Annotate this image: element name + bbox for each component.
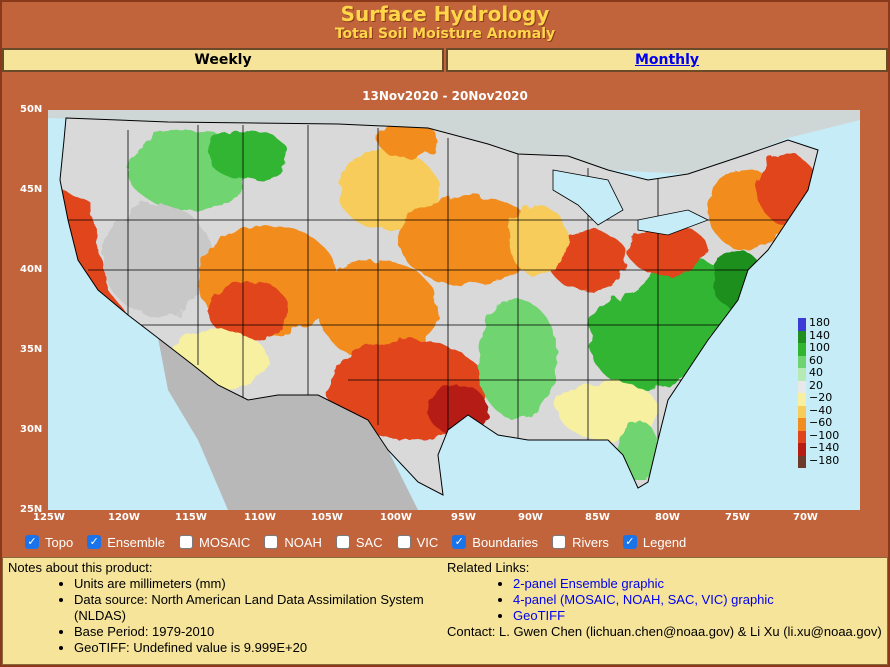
legend-entry: 180 (798, 316, 848, 331)
legend-entry: −40 (798, 403, 848, 418)
legend-swatch (798, 393, 806, 406)
legend-label: −20 (809, 391, 833, 404)
lat-label: 45N (20, 184, 43, 195)
legend-swatch (798, 443, 806, 456)
product-notes: Notes about this product: Units are mill… (8, 560, 448, 656)
notes-panel: Notes about this product: Units are mill… (2, 557, 888, 665)
lon-label: 90W (518, 512, 543, 523)
notes-heading: Notes about this product: (8, 560, 153, 575)
list-item: Data source: North American Land Data As… (74, 592, 448, 624)
legend-checkbox[interactable]: ✓ (622, 535, 637, 549)
legend-entry: 60 (798, 353, 848, 368)
layer-legend[interactable]: ✓ Legend (622, 535, 686, 550)
header: Surface Hydrology Total Soil Moisture An… (0, 2, 890, 42)
mosaic-checkbox[interactable] (179, 535, 194, 549)
notes-list: Units are millimeters (mm) Data source: … (8, 576, 448, 656)
legend-swatch (798, 343, 806, 356)
layer-rivers[interactable]: Rivers (552, 535, 609, 550)
legend-label: 40 (809, 366, 823, 379)
boundaries-checkbox[interactable]: ✓ (452, 535, 467, 549)
lon-label: 120W (108, 512, 140, 523)
legend-swatch (798, 455, 806, 468)
lat-label: 35N (20, 344, 43, 355)
lat-label: 25N (20, 504, 43, 515)
related-links: Related Links: 2-panel Ensemble graphic … (447, 560, 887, 640)
legend-label: 180 (809, 316, 830, 329)
layer-ensemble[interactable]: ✓ Ensemble (87, 535, 165, 550)
ensemble-checkbox[interactable]: ✓ (87, 535, 102, 549)
map-legend: 180 140 100 60 40 20 −20 −40 −60 −100 −140 −180 (798, 316, 848, 480)
vic-checkbox[interactable] (396, 535, 411, 549)
lon-label: 105W (311, 512, 343, 523)
lat-label: 30N (20, 424, 43, 435)
monthly-link[interactable]: Monthly (634, 52, 700, 68)
legend-swatch (798, 368, 806, 381)
geotiff-link[interactable]: GeoTIFF (513, 608, 566, 623)
lon-label: 85W (585, 512, 610, 523)
lon-label: 95W (451, 512, 476, 523)
legend-entry: 140 (798, 328, 848, 343)
lon-label: 70W (793, 512, 818, 523)
layer-noah[interactable]: NOAH (264, 535, 322, 550)
links-list: 2-panel Ensemble graphic 4-panel (MOSAIC… (447, 576, 887, 624)
noah-checkbox[interactable] (264, 535, 279, 549)
list-item: Units are millimeters (mm) (74, 576, 448, 592)
legend-entry: −20 (798, 391, 848, 406)
lat-label: 40N (20, 264, 43, 275)
legend-label: −100 (809, 428, 840, 442)
page-title: Surface Hydrology (340, 2, 550, 26)
legend-label: −140 (809, 441, 840, 454)
layer-sac[interactable]: SAC (335, 535, 383, 550)
legend-entry: 100 (798, 341, 848, 356)
legend-swatch (798, 318, 806, 331)
sac-checkbox[interactable] (335, 535, 350, 549)
legend-label: −40 (809, 403, 833, 417)
legend-swatch (798, 430, 806, 443)
contact-text: Contact: L. Gwen Chen (lichuan.chen@noaa… (447, 624, 882, 639)
lon-label: 115W (175, 512, 207, 523)
lon-label: 110W (244, 512, 276, 523)
map-canvas (48, 110, 860, 510)
lon-label: 75W (725, 512, 750, 523)
legend-label: −60 (809, 416, 833, 429)
list-item: GeoTIFF: Undefined value is 9.999E+20 (74, 640, 448, 656)
legend-swatch (798, 380, 806, 393)
tab-bar: Weekly Monthly (2, 48, 888, 72)
rivers-checkbox[interactable] (552, 535, 567, 549)
legend-label: 140 (809, 328, 830, 342)
related-heading: Related Links: (447, 560, 530, 575)
lon-label: 125W (33, 512, 65, 523)
tab-monthly[interactable]: Monthly (446, 48, 888, 72)
layer-vic[interactable]: VIC (396, 535, 438, 550)
legend-label: −180 (809, 453, 840, 467)
lat-label: 50N (20, 104, 43, 115)
lon-label: 100W (380, 512, 412, 523)
legend-swatch (798, 405, 806, 418)
layer-boundaries[interactable]: ✓ Boundaries (452, 535, 538, 550)
legend-swatch (798, 355, 806, 368)
layer-topo[interactable]: ✓ Topo (25, 535, 73, 550)
legend-entry: 40 (798, 366, 848, 381)
page-subtitle: Total Soil Moisture Anomaly (334, 26, 556, 42)
ensemble-2panel-link[interactable]: 2-panel Ensemble graphic (513, 576, 665, 591)
legend-swatch (798, 330, 806, 343)
date-range: 13Nov2020 - 20Nov2020 (362, 89, 528, 103)
list-item: Base Period: 1979-2010 (74, 624, 448, 640)
legend-entry: 20 (798, 378, 848, 393)
topo-checkbox[interactable]: ✓ (25, 535, 39, 549)
legend-entry: −100 (798, 428, 848, 443)
legend-label: 20 (809, 378, 823, 392)
layer-options: ✓ Topo ✓ Ensemble MOSAIC NOAH SAC VIC ✓ Bou… (25, 531, 885, 553)
lon-label: 80W (655, 512, 680, 523)
legend-entry: −140 (798, 441, 848, 456)
soil-moisture-map[interactable]: 180 140 100 60 40 20 −20 −40 −60 −100 −140 −180 (48, 110, 860, 510)
tab-weekly[interactable]: Weekly (2, 48, 444, 72)
legend-entry: −180 (798, 453, 848, 468)
legend-entry: −60 (798, 416, 848, 431)
layer-mosaic[interactable]: MOSAIC (179, 535, 250, 550)
four-panel-link[interactable]: 4-panel (MOSAIC, NOAH, SAC, VIC) graphic (513, 592, 774, 607)
legend-swatch (798, 418, 806, 431)
legend-label: 60 (809, 353, 823, 367)
legend-label: 100 (809, 341, 830, 354)
